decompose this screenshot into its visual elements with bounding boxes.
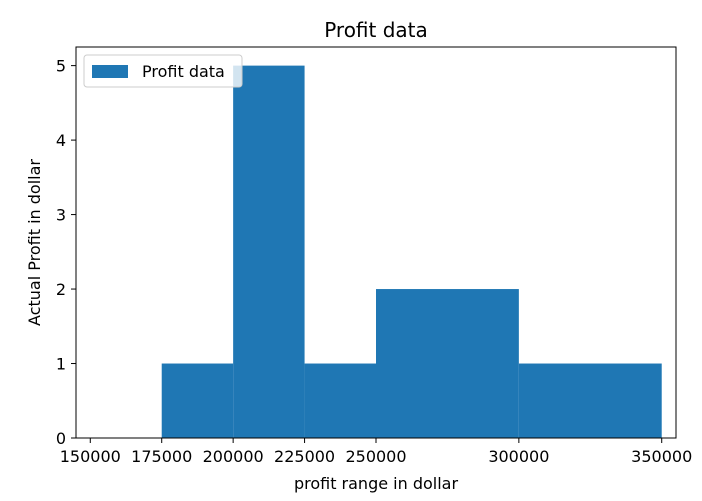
y-axis-label: Actual Profit in dollar — [25, 159, 44, 326]
bars-layer — [161, 65, 662, 438]
y-tick-label: 1 — [56, 355, 66, 374]
legend-box — [83, 54, 243, 88]
y-tick-label: 4 — [56, 131, 66, 150]
chart-title: Profit data — [324, 18, 428, 42]
y-tick-label: 5 — [56, 57, 66, 76]
x-tick-label: 225000 — [274, 447, 335, 466]
legend-swatch — [92, 65, 128, 78]
x-axis: 150000 175000 200000 225000 250000 300000 3500… — [60, 438, 692, 466]
histogram-bar-5 — [518, 363, 662, 438]
y-tick-label: 3 — [56, 206, 66, 225]
x-tick-label: 250000 — [345, 447, 406, 466]
x-tick-label: 175000 — [131, 447, 192, 466]
x-tick-label: 200000 — [203, 447, 264, 466]
histogram-bar-1 — [161, 363, 234, 438]
x-axis-label: profit range in dollar — [294, 474, 459, 493]
histogram-bar-4 — [376, 289, 519, 438]
y-tick-label: 2 — [56, 280, 66, 299]
y-tick-label: 0 — [56, 429, 66, 448]
legend: Profit data — [83, 54, 243, 88]
legend-label: Profit data — [142, 62, 225, 81]
x-tick-label: 150000 — [60, 447, 121, 466]
x-tick-label: 300000 — [488, 447, 549, 466]
histogram-bar-3 — [304, 363, 376, 438]
histogram-bar-2 — [233, 65, 305, 438]
x-tick-label: 350000 — [631, 447, 692, 466]
y-axis: 0 1 2 3 4 5 — [56, 57, 76, 448]
